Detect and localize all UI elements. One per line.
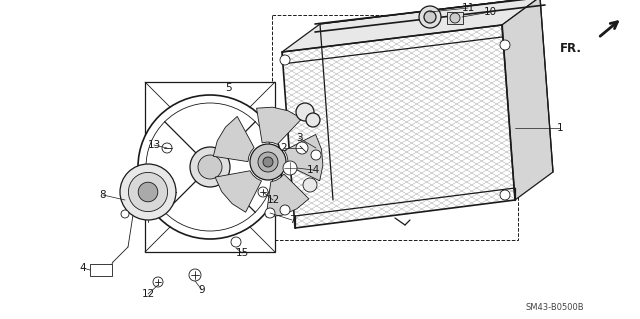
Circle shape: [306, 113, 320, 127]
Circle shape: [138, 182, 158, 202]
Polygon shape: [213, 116, 254, 162]
Circle shape: [189, 269, 201, 281]
Circle shape: [424, 11, 436, 23]
Circle shape: [138, 95, 282, 239]
Text: 12: 12: [141, 289, 155, 299]
Circle shape: [280, 55, 290, 65]
Circle shape: [280, 205, 290, 215]
Polygon shape: [282, 0, 540, 52]
Circle shape: [121, 210, 129, 218]
Circle shape: [303, 178, 317, 192]
Text: 2: 2: [281, 143, 287, 153]
Polygon shape: [284, 135, 323, 181]
Text: 9: 9: [198, 285, 205, 295]
Circle shape: [419, 6, 441, 28]
Circle shape: [258, 152, 278, 172]
Polygon shape: [257, 107, 302, 144]
Circle shape: [198, 155, 222, 179]
Polygon shape: [215, 171, 262, 212]
Text: 8: 8: [100, 190, 106, 200]
Circle shape: [263, 157, 273, 167]
Circle shape: [500, 190, 510, 200]
Text: 5: 5: [225, 83, 231, 93]
Circle shape: [162, 143, 172, 153]
Text: 12: 12: [266, 195, 280, 205]
Circle shape: [153, 277, 163, 287]
Circle shape: [250, 144, 286, 180]
Bar: [90, 264, 112, 276]
Polygon shape: [282, 25, 515, 228]
Circle shape: [190, 147, 230, 187]
Text: 1: 1: [557, 123, 563, 133]
Circle shape: [296, 142, 308, 154]
Circle shape: [296, 103, 314, 121]
Circle shape: [120, 164, 176, 220]
Text: SM43-B0500B: SM43-B0500B: [525, 303, 584, 313]
Circle shape: [231, 237, 241, 247]
Circle shape: [129, 172, 168, 211]
Polygon shape: [502, 0, 553, 200]
Circle shape: [283, 161, 297, 175]
Text: 3: 3: [296, 133, 302, 143]
Circle shape: [265, 208, 275, 218]
Text: 13: 13: [147, 140, 161, 150]
Text: 10: 10: [483, 7, 497, 17]
Text: 14: 14: [307, 165, 319, 175]
Circle shape: [500, 40, 510, 50]
Text: FR.: FR.: [560, 42, 582, 55]
Bar: [145, 82, 275, 252]
Circle shape: [146, 103, 274, 231]
Polygon shape: [266, 174, 309, 217]
Text: 4: 4: [80, 263, 86, 273]
Circle shape: [450, 13, 460, 23]
Text: 11: 11: [461, 3, 475, 13]
Circle shape: [311, 150, 321, 160]
Circle shape: [258, 187, 268, 197]
Text: 7: 7: [289, 215, 295, 225]
Bar: [447, 12, 463, 24]
Text: 15: 15: [236, 248, 248, 258]
